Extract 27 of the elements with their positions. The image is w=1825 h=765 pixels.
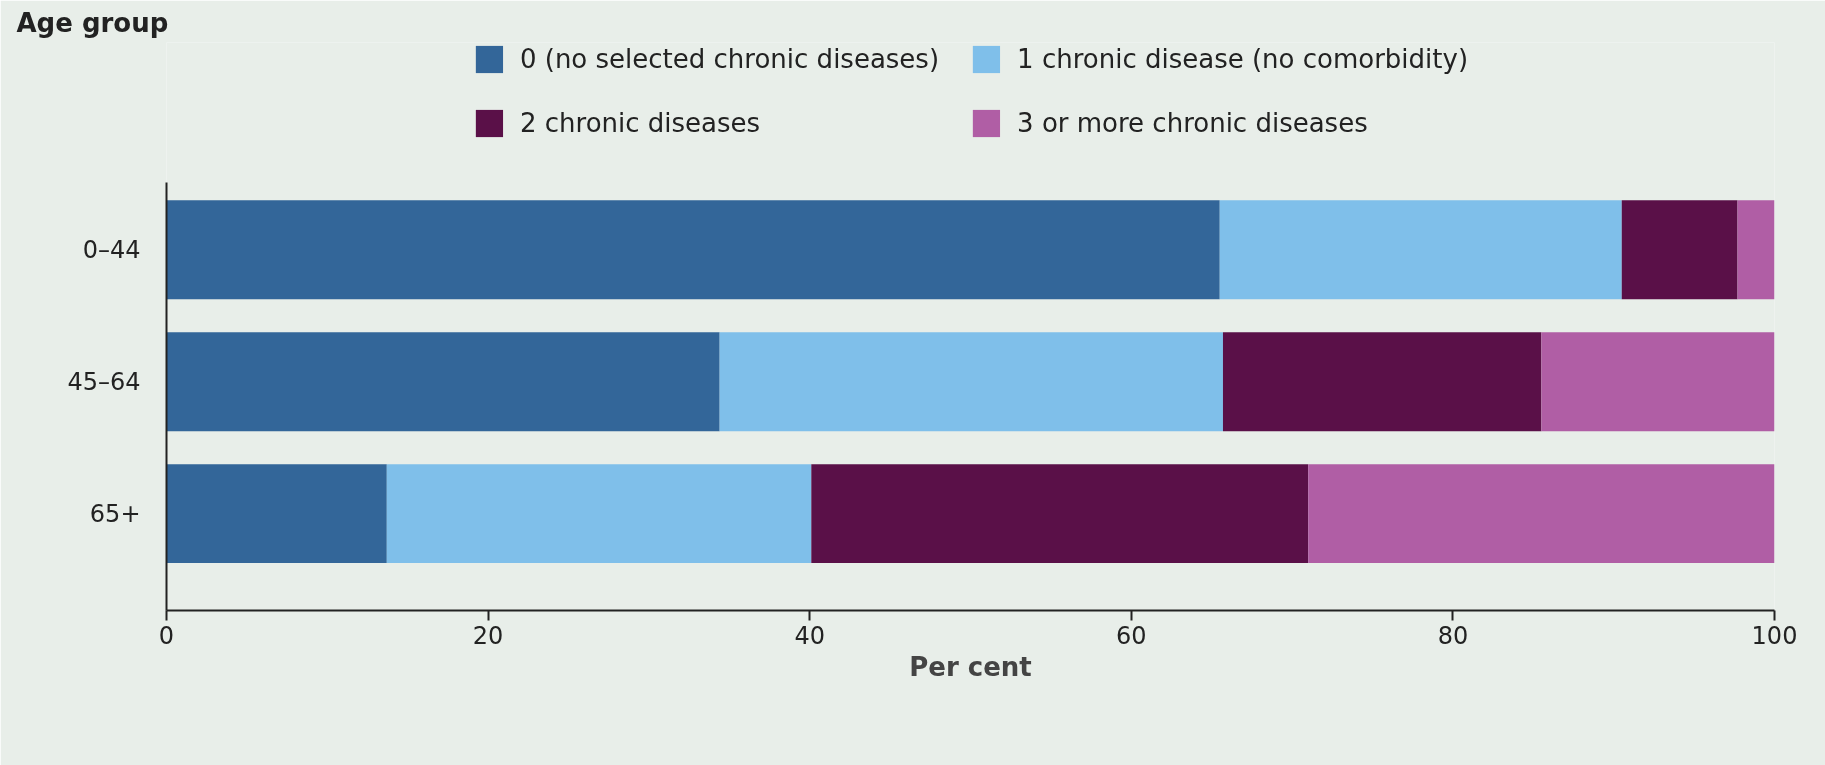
legend-label: 3 or more chronic diseases (1017, 108, 1368, 138)
x-tick-label: 40 (794, 621, 825, 650)
x-tick-label: 60 (1116, 621, 1147, 650)
legend-label: 2 chronic diseases (519, 108, 761, 138)
x-tick-label: 100 (1751, 621, 1798, 650)
bar (811, 464, 1309, 564)
bar (1737, 200, 1775, 300)
x-tick-label: 80 (1437, 621, 1469, 650)
x-axis-title: Per cent (909, 651, 1032, 682)
y-tick-label: 65+ (89, 499, 141, 528)
bar (1621, 200, 1738, 300)
y-tick-label: 45–64 (67, 367, 141, 396)
legend-label: 1 chronic disease (no comorbidity) (1017, 44, 1469, 74)
x-tick-label: 0 (158, 621, 175, 650)
bar (166, 200, 1220, 300)
bar (1541, 332, 1775, 432)
bar (166, 332, 720, 432)
x-tick-label: 20 (472, 621, 504, 650)
y-tick-label: 0–44 (82, 235, 141, 264)
bar (1222, 332, 1542, 432)
bar (1219, 200, 1622, 300)
text: Age group (16, 7, 169, 38)
bar (1308, 464, 1775, 564)
legend-label: 0 (no selected chronic diseases) (519, 44, 940, 74)
bar (719, 332, 1223, 432)
bar (166, 464, 387, 564)
bar (386, 464, 812, 564)
